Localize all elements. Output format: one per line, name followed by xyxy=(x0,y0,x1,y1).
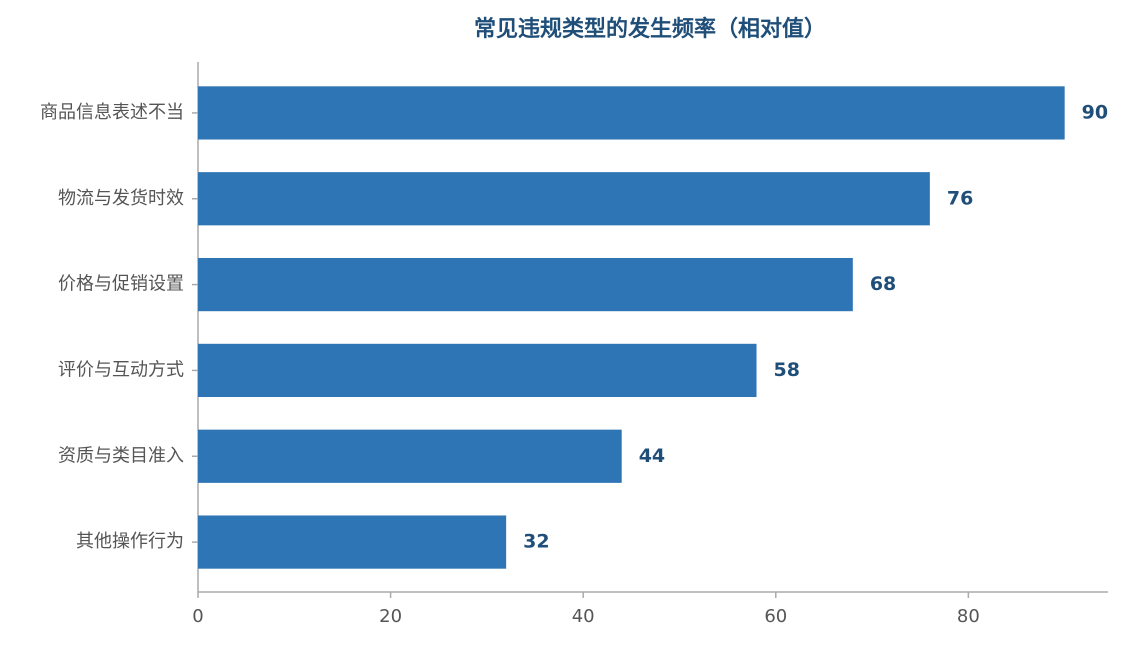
x-tick-label: 0 xyxy=(192,606,203,627)
x-tick-label: 40 xyxy=(572,606,595,627)
y-tick-label: 资质与类目准入 xyxy=(58,445,184,466)
y-tick-label: 其他操作行为 xyxy=(76,531,184,552)
bar xyxy=(198,515,507,569)
y-tick-label: 评价与互动方式 xyxy=(58,359,184,380)
y-tick-label: 商品信息表述不当 xyxy=(40,102,184,123)
x-tick-label: 20 xyxy=(379,606,402,627)
bar xyxy=(198,86,1065,140)
value-label: 58 xyxy=(774,359,800,381)
value-label: 32 xyxy=(523,531,549,553)
x-tick-label: 80 xyxy=(957,606,980,627)
x-tick-label: 60 xyxy=(764,606,787,627)
value-label: 44 xyxy=(639,445,665,467)
value-label: 90 xyxy=(1082,101,1108,123)
value-label: 68 xyxy=(870,273,896,295)
bar xyxy=(198,429,622,483)
bar xyxy=(198,343,757,398)
y-tick-label: 价格与促销设置 xyxy=(58,274,184,295)
bar xyxy=(198,172,930,226)
y-tick-label: 物流与发货时效 xyxy=(58,188,184,209)
bar xyxy=(198,257,853,312)
value-label: 76 xyxy=(947,187,973,209)
chart-title: 常见违规类型的发生频率（相对值） xyxy=(474,16,826,42)
